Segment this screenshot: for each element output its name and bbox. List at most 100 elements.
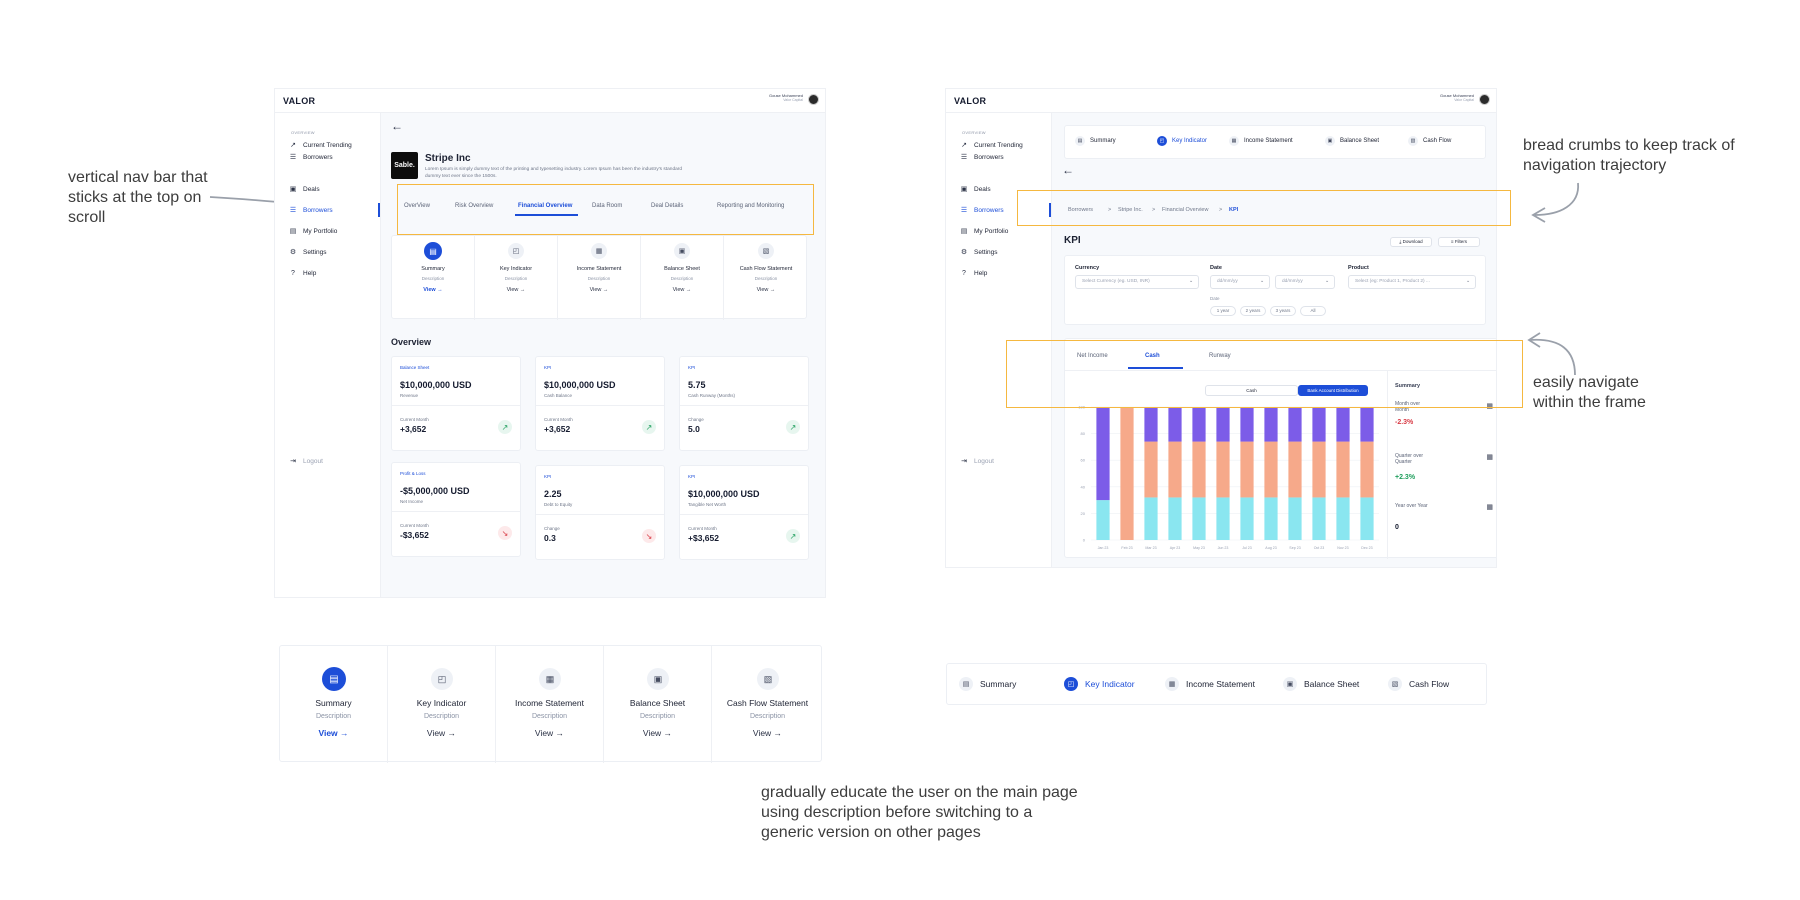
bar-segment[interactable] — [1288, 407, 1302, 442]
calendar-icon[interactable]: ▦ — [1486, 454, 1493, 461]
bar-segment[interactable] — [1168, 497, 1182, 540]
bar-segment[interactable] — [1096, 500, 1110, 540]
sidebar-item-deals[interactable]: ▣ Deals — [289, 183, 320, 195]
tile-view-link[interactable]: View → — [589, 287, 609, 293]
sidebar-item-settings[interactable]: ⚙ Settings — [960, 246, 998, 258]
bar-segment[interactable] — [1360, 441, 1374, 498]
avatar[interactable] — [808, 94, 819, 105]
strip-cash-flow[interactable]: ▧ Cash Flow — [1388, 677, 1449, 691]
tile-income-statement[interactable]: ▦ Income Statement Description View → — [558, 236, 641, 320]
bar-segment[interactable] — [1216, 407, 1230, 442]
bar-segment[interactable] — [1216, 441, 1230, 498]
tile-cash-flow-statement[interactable]: ▧ Cash Flow Statement Description View → — [724, 236, 808, 320]
bar-segment[interactable] — [1240, 497, 1254, 540]
overview-card[interactable]: KPI 2.25 Debt to Equity Change 0.3 ↘ — [535, 465, 665, 560]
download-button[interactable]: ⤓ Download — [1390, 237, 1432, 247]
bar-segment[interactable] — [1120, 407, 1134, 540]
bar-segment[interactable] — [1336, 497, 1350, 540]
calendar-icon[interactable]: ▦ — [1486, 504, 1493, 511]
sidebar-item-current-trending[interactable]: ↗ Current Trending — [289, 139, 352, 151]
chart-tab-runway[interactable]: Runway — [1209, 353, 1231, 359]
bar-segment[interactable] — [1216, 497, 1230, 540]
sidebar-item-my-portfolio[interactable]: ▤ My Portfolio — [289, 225, 338, 237]
sidebar-item-my-portfolio[interactable]: ▤ My Portfolio — [960, 225, 1009, 237]
bar-segment[interactable] — [1192, 441, 1206, 498]
subtab-balance-sheet[interactable]: ▣ Balance Sheet — [1325, 136, 1379, 146]
strip-key-indicator[interactable]: ◰ Key Indicator — [1064, 677, 1135, 691]
strip-balance-sheet[interactable]: ▣ Balance Sheet — [1283, 677, 1359, 691]
overview-card[interactable]: KPI $10,000,000 USD Tangible Net Worth C… — [679, 465, 809, 560]
tab-reporting-monitoring[interactable]: Reporting and Monitoring — [717, 203, 785, 209]
tab-deal-details[interactable]: Deal Details — [651, 203, 684, 209]
currency-select[interactable]: Select Currency (eg. USD, INR) ⌄ — [1075, 275, 1199, 289]
avatar[interactable] — [1479, 94, 1490, 105]
sidebar-item-borrowers[interactable]: ☰ Borrowers — [960, 151, 1004, 163]
overview-card[interactable]: Profit & Loss -$5,000,000 USD Net Income… — [391, 462, 521, 557]
date-pill-3-years[interactable]: 3 years — [1270, 306, 1296, 316]
logo[interactable]: VALOR — [954, 96, 987, 106]
subtab-summary[interactable]: ▤ Summary — [1075, 136, 1116, 146]
sidebar-item-borrowers-active[interactable]: ☰ Borrowers — [289, 204, 333, 216]
sidebar-item-borrowers-active[interactable]: ☰ Borrowers — [960, 204, 1004, 216]
tile-balance-sheet[interactable]: ▣ Balance Sheet Description View → — [641, 236, 724, 320]
breadcrumb-stripe[interactable]: Stripe Inc. — [1118, 207, 1143, 213]
filters-button[interactable]: ≡ Filters — [1438, 237, 1480, 247]
bar-segment[interactable] — [1144, 407, 1158, 442]
tile-view-link[interactable]: View → — [756, 287, 776, 293]
bar-segment[interactable] — [1336, 407, 1350, 442]
bar-segment[interactable] — [1168, 441, 1182, 498]
tile-view-link[interactable]: View → — [534, 728, 565, 738]
strip-income-statement[interactable]: ▦ Income Statement — [1165, 677, 1255, 691]
overview-card[interactable]: Balance Sheet $10,000,000 USD Revenue Cu… — [391, 356, 521, 451]
bar-segment[interactable] — [1144, 497, 1158, 540]
date-pill-1-year[interactable]: 1 year — [1210, 306, 1236, 316]
bar-segment[interactable] — [1288, 497, 1302, 540]
sidebar-item-deals[interactable]: ▣ Deals — [960, 183, 991, 195]
bar-segment[interactable] — [1312, 497, 1326, 540]
tile-view-link[interactable]: View → — [423, 287, 443, 293]
bar-segment[interactable] — [1192, 497, 1206, 540]
tile-balance-sheet[interactable]: ▣ Balance Sheet Description View → — [604, 646, 712, 763]
sidebar-item-help[interactable]: ? Help — [289, 267, 316, 279]
sidebar-item-current-trending[interactable]: ↗ Current Trending — [960, 139, 1023, 151]
bar-segment[interactable] — [1360, 407, 1374, 442]
chart-tab-cash[interactable]: Cash — [1145, 353, 1160, 359]
tile-view-link[interactable]: View → — [752, 728, 783, 738]
product-select[interactable]: Select (eg: Product 1, Product 2) ... ⌄ — [1348, 275, 1476, 289]
date-to-input[interactable]: dd/mm/yy ⌄ — [1275, 275, 1335, 289]
bar-segment[interactable] — [1240, 407, 1254, 442]
overview-card[interactable]: KPI $10,000,000 USD Cash Balance Current… — [535, 356, 665, 451]
date-from-input[interactable]: dd/mm/yy ⌄ — [1210, 275, 1270, 289]
bar-segment[interactable] — [1312, 407, 1326, 442]
breadcrumb-financial-overview[interactable]: Financial Overview — [1162, 207, 1209, 213]
toggle-cash[interactable]: Cash — [1205, 385, 1298, 396]
bar-segment[interactable] — [1264, 407, 1278, 442]
bar-segment[interactable] — [1288, 441, 1302, 498]
sidebar-item-help[interactable]: ? Help — [960, 267, 987, 279]
chart-tab-net-income[interactable]: Net Income — [1077, 353, 1108, 359]
toggle-bank-distribution[interactable]: Bank Account Distribution — [1298, 385, 1368, 396]
logout-button[interactable]: ⇥ Logout — [960, 455, 994, 467]
tab-overview[interactable]: OverView — [404, 203, 430, 209]
subtab-income-statement[interactable]: ▦ Income Statement — [1229, 136, 1293, 146]
tile-summary[interactable]: ▤ Summary Description View → — [392, 236, 475, 320]
bar-segment[interactable] — [1192, 407, 1206, 442]
logout-button[interactable]: ⇥ Logout — [289, 455, 323, 467]
back-arrow-icon[interactable]: ← — [1062, 163, 1074, 177]
tab-data-room[interactable]: Data Room — [592, 203, 623, 209]
bar-segment[interactable] — [1312, 441, 1326, 498]
tab-financial-overview[interactable]: Financial Overview — [518, 203, 573, 209]
bar-segment[interactable] — [1096, 407, 1110, 501]
tile-cash-flow-statement[interactable]: ▧ Cash Flow Statement Description View → — [712, 646, 823, 763]
bar-segment[interactable] — [1168, 407, 1182, 442]
tile-key-indicator[interactable]: ◰ Key Indicator Description View → — [475, 236, 558, 320]
tab-risk-overview[interactable]: Risk Overview — [455, 203, 494, 209]
tile-view-link[interactable]: View → — [426, 728, 457, 738]
bar-segment[interactable] — [1336, 441, 1350, 498]
back-arrow-icon[interactable]: ← — [391, 119, 403, 133]
tile-view-link[interactable]: View → — [672, 287, 692, 293]
bar-segment[interactable] — [1264, 497, 1278, 540]
bar-segment[interactable] — [1144, 441, 1158, 498]
tile-view-link[interactable]: View → — [642, 728, 673, 738]
tile-view-link[interactable]: View → — [318, 728, 349, 738]
